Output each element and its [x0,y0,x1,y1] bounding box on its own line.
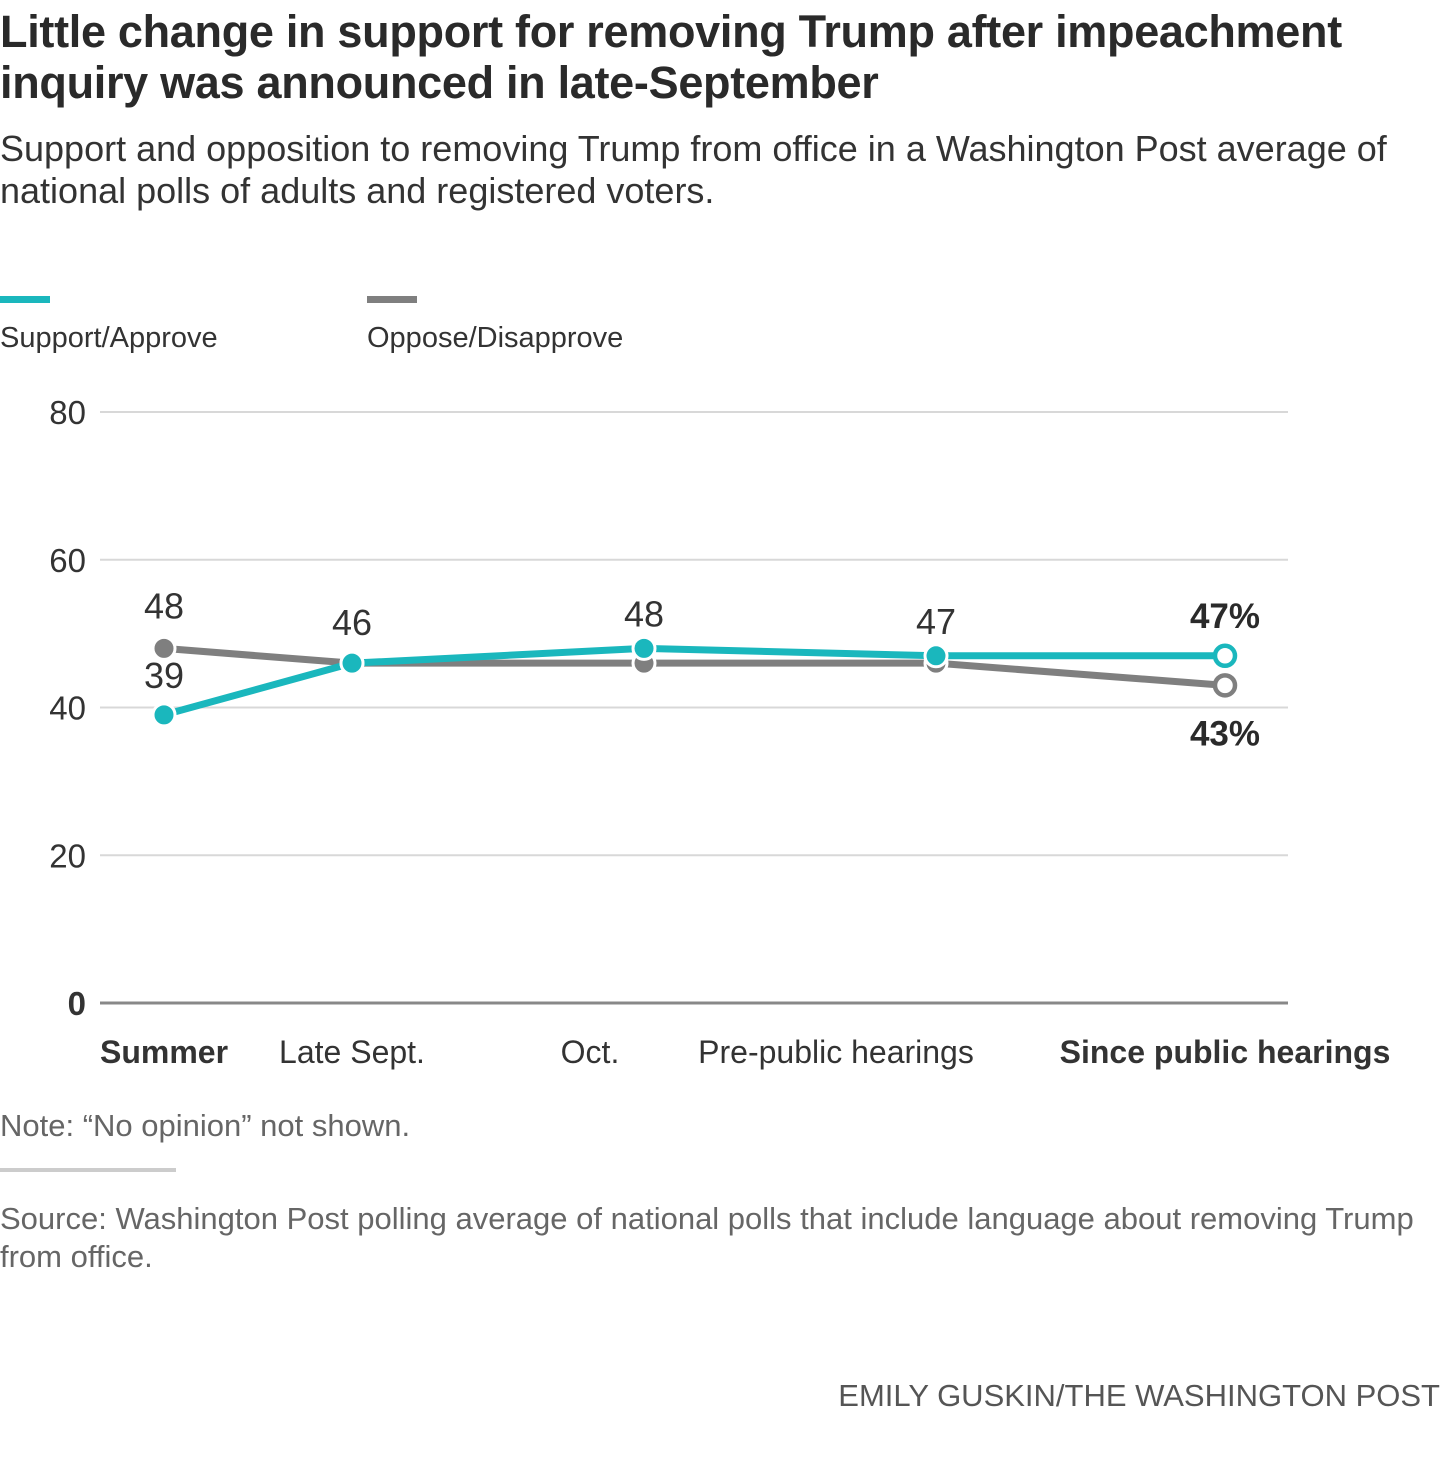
chart-subtitle: Support and opposition to removing Trump… [0,128,1387,211]
chart-credit: EMILY GUSKIN/THE WASHINGTON POST [838,1378,1440,1413]
x-tick-label: Late Sept. [279,1034,425,1070]
x-tick-label: Pre-public hearings [698,1034,974,1070]
data-point-support [339,650,365,676]
legend-item-oppose: Oppose/Disapprove [367,296,623,354]
data-label-support: 39 [144,655,184,696]
data-point-oppose [151,635,177,661]
data-point-support [151,702,177,728]
legend-item-support: Support/Approve [0,296,218,354]
y-tick-label: 60 [49,542,86,579]
y-tick-label: 40 [49,690,86,727]
data-label-support: 47 [916,601,956,642]
chart-title: Little change in support for removing Tr… [0,6,1342,108]
data-label-oppose: 48 [144,585,184,626]
footer-divider [0,1168,176,1172]
x-tick-label: Oct. [561,1034,620,1070]
data-label-support: 47% [1190,597,1260,636]
legend-swatch-support [0,296,50,303]
x-tick-label: Summer [100,1034,228,1070]
legend-label-support: Support/Approve [0,322,218,354]
data-label-oppose: 46 [332,602,372,643]
legend-label-oppose: Oppose/Disapprove [367,322,624,354]
data-label-oppose: 43% [1190,714,1260,753]
data-point-support [1212,643,1238,669]
y-tick-label: 80 [49,394,86,431]
y-tick-label: 20 [49,837,86,874]
y-tick-label: 0 [68,985,86,1022]
chart-note: Note: “No opinion” not shown. [0,1108,411,1143]
data-point-support [631,635,657,661]
legend-swatch-oppose [367,296,417,303]
data-label-support: 48 [624,593,664,634]
line-chart: 0 20 40 60 80 Summer Late Sept. Oct. Pre-public … [49,394,1391,1070]
x-tick-label: Since public hearings [1060,1034,1391,1070]
data-point-support [923,643,949,669]
data-point-oppose [1212,673,1238,698]
chart-source: Source: Washington Post polling average … [0,1201,1414,1274]
